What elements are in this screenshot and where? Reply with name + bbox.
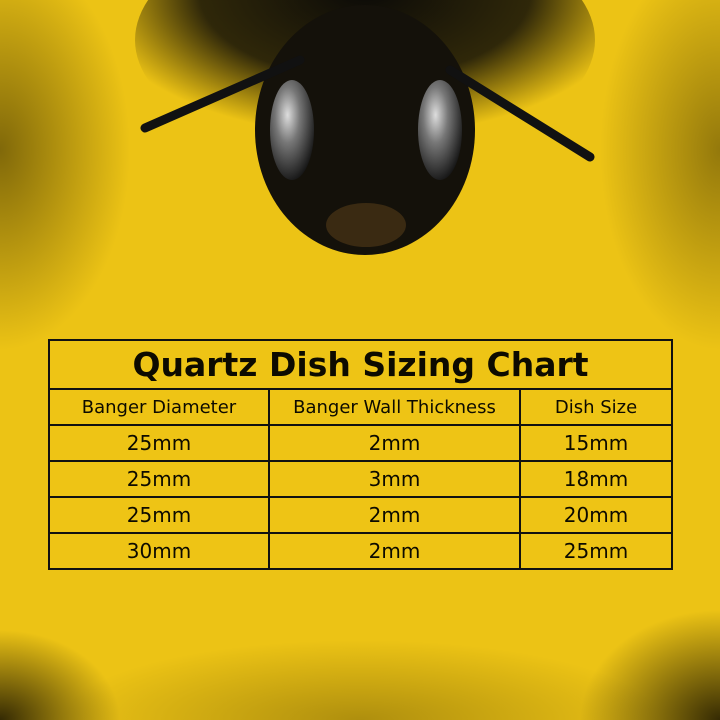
bee-eye-left	[270, 80, 314, 180]
cell: 25mm	[519, 532, 673, 570]
cell: 18mm	[519, 460, 673, 498]
table-row: 25mm 2mm 15mm	[48, 424, 673, 462]
sizing-table: Quartz Dish Sizing Chart Banger Diameter…	[48, 339, 673, 570]
cell: 25mm	[48, 460, 270, 498]
antenna-right	[445, 65, 595, 162]
cell: 25mm	[48, 496, 270, 534]
cell: 15mm	[519, 424, 673, 462]
cell: 25mm	[48, 424, 270, 462]
bee-photo	[135, 0, 595, 255]
antenna-left	[140, 55, 305, 133]
cell: 2mm	[268, 424, 521, 462]
cell: 3mm	[268, 460, 521, 498]
column-header: Banger Diameter	[48, 388, 270, 426]
cell: 20mm	[519, 496, 673, 534]
column-header: Dish Size	[519, 388, 673, 426]
table-row: 25mm 3mm 18mm	[48, 460, 673, 498]
cell: 2mm	[268, 532, 521, 570]
table-row: 25mm 2mm 20mm	[48, 496, 673, 534]
cell: 2mm	[268, 496, 521, 534]
cell: 30mm	[48, 532, 270, 570]
table-title: Quartz Dish Sizing Chart	[48, 339, 673, 390]
bee-eye-right	[418, 80, 462, 180]
column-header: Banger Wall Thickness	[268, 388, 521, 426]
table-row: 30mm 2mm 25mm	[48, 532, 673, 570]
